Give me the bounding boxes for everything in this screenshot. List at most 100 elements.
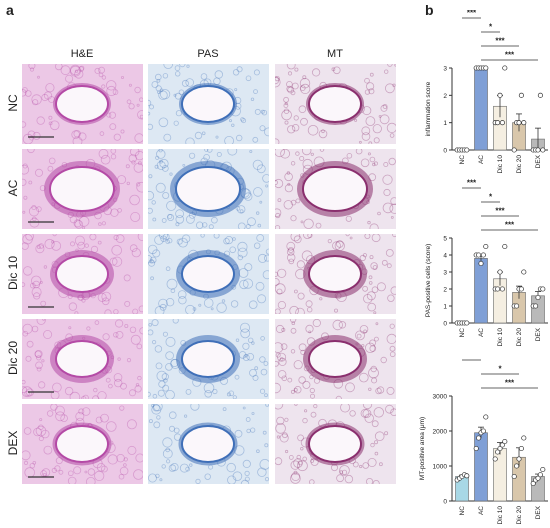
panel-b-letter: b [425,2,434,18]
data-point [530,480,536,487]
mt-positive-area-chart: 0 1000 2000 3000 MT-positive area (μm) NC AC Di… [419,356,548,525]
data-point [492,456,498,462]
significance-label: *** [505,51,515,60]
data-point [499,120,505,126]
column-header-he: H&E [70,48,94,60]
data-point [511,473,517,480]
data-point [478,260,484,267]
data-point [497,269,503,275]
panel-a-letter: a [6,2,14,18]
micrograph-ac-pas [148,149,269,229]
data-point [499,286,505,292]
inflammation-score-chart: 0 1 2 3 inflammation score NC AC Dic 10 Dic 20 DE… [425,10,548,173]
significance-label: *** [467,179,477,188]
y-tick-label: 0 [443,148,447,155]
y-tick-label: 1000 [433,464,448,471]
data-point [535,475,541,481]
y-tick-label: 2 [443,287,447,294]
data-point [502,65,508,71]
data-point [464,473,470,479]
micrograph-ac-mt [275,149,396,229]
x-tick-label: AC [478,155,485,164]
data-point [483,65,489,71]
significance-label: *** [495,37,505,46]
significance-label: *** [467,10,477,18]
micrograph-dic10-he [22,234,143,314]
data-point [540,286,546,292]
data-point [516,456,522,462]
y-tick-label: 3 [443,270,447,277]
column-header-pas: PAS [197,48,219,60]
data-point [537,472,543,478]
data-point [464,320,470,326]
bar [493,448,507,502]
data-point [535,294,541,301]
micrograph-dic20-pas [148,319,269,399]
row-label-dic20: Dic 20 [6,341,20,376]
micrograph-dic20-mt [275,319,396,399]
data-point [516,120,522,126]
row-label-ac: AC [6,179,20,197]
x-tick-label: Dic 10 [497,506,504,525]
x-tick-label: DEX [535,154,542,168]
x-tick-label: NC [459,328,466,338]
data-point [483,414,489,420]
row-label-nc: NC [6,94,20,112]
y-tick-label: 3000 [433,394,448,401]
row-label-dic10: Dic 10 [6,256,20,291]
y-tick-label: 4 [443,253,447,260]
micrograph-nc-he [22,64,143,144]
micrograph-dic10-mt [275,234,396,314]
data-point [514,463,520,469]
pas-positive-cells-chart: 0 1 2 3 4 5 PAS-positive cells (score) NC AC Dic … [425,179,548,346]
data-point [502,438,508,445]
bar [474,258,488,324]
micrograph-dic10-pas [148,234,269,314]
x-tick-label: NC [459,506,466,516]
micrograph-dex-he [22,404,143,484]
x-tick-label: AC [478,506,485,515]
data-point [499,442,505,448]
significance-label: * [489,193,493,202]
data-point [473,445,479,452]
micrograph-nc-pas [148,64,269,144]
significance-label: *** [495,207,505,216]
data-point [518,92,524,98]
data-point [511,147,517,153]
significance-label: *** [505,221,515,230]
data-point [533,303,539,309]
data-point [480,252,486,258]
column-header-mt: MT [327,48,343,60]
data-point [483,243,489,250]
data-point [540,466,546,473]
y-axis-label: PAS-positive cells (score) [425,244,432,318]
micrograph-nc-mt [275,64,396,144]
significance-label: *** [505,379,515,388]
y-tick-label: 2 [443,93,447,100]
data-point [495,120,501,126]
y-tick-label: 5 [443,236,447,243]
micrograph-dex-mt [275,404,396,484]
x-tick-label: AC [478,328,485,337]
data-point [540,147,546,153]
significance-label: *** [467,356,477,360]
data-point [518,286,524,292]
y-axis-label: inflammation score [425,81,432,136]
data-point [476,252,482,258]
x-tick-label: DEX [535,505,542,519]
bar [474,432,488,502]
data-point [521,269,527,275]
data-point [521,120,527,126]
data-point [537,92,543,98]
micrograph-ac-he [22,149,143,229]
data-point [497,445,503,452]
significance-label: * [498,365,502,374]
data-point [476,435,482,441]
significance-label: * [489,23,493,32]
data-point [480,428,486,434]
bar [474,67,488,151]
micrograph-dex-pas [148,404,269,484]
data-point [535,147,541,153]
data-point [518,445,524,452]
micrograph-dic20-he [22,319,143,399]
